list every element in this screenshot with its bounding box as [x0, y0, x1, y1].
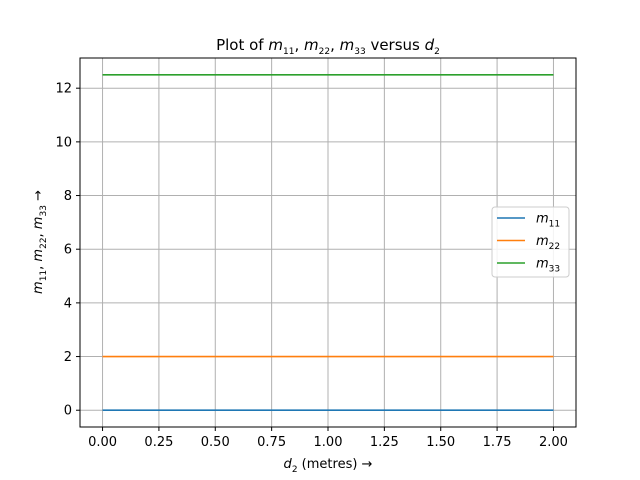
- legend: m11 m22 m33: [491, 206, 570, 278]
- legend-box: [491, 206, 570, 278]
- y-tick-label: 10: [55, 135, 72, 150]
- y-tick-label: 6: [64, 243, 72, 258]
- tick-layer: 0.00 0.25 0.50 0.75 1.00 1.25 1.50 1.75 2.00 0 2 4 6…: [55, 82, 567, 450]
- axes-frame: [79, 57, 577, 428]
- x-tick-label: 1.75: [483, 435, 512, 450]
- y-tick-label: 4: [64, 296, 72, 311]
- x-axis-label: d2 (metres) →: [284, 457, 373, 475]
- legend-label-m11: m11: [536, 212, 560, 230]
- x-tick-label: 1.00: [314, 435, 343, 450]
- y-tick-label: 12: [55, 82, 72, 97]
- y-tick-label: 2: [64, 350, 72, 365]
- x-tick-label: 0.50: [201, 435, 230, 450]
- chart-title: Plot of m11, m22, m33 versus d2: [216, 36, 440, 57]
- y-axis-label: m11, m22, m33 →: [31, 190, 49, 294]
- x-tick-label: 0.25: [144, 435, 173, 450]
- x-tick-label: 1.25: [370, 435, 399, 450]
- y-tick-label: 8: [64, 189, 72, 204]
- legend-label-m22: m22: [536, 234, 560, 252]
- x-tick-label: 0.75: [257, 435, 286, 450]
- series-layer: [102, 73, 554, 412]
- legend-label-m33: m33: [536, 257, 560, 275]
- x-tick-label: 2.00: [539, 435, 568, 450]
- y-tick-label: 0: [64, 404, 72, 419]
- x-tick-label: 1.50: [426, 435, 455, 450]
- x-tick-label: 0.00: [88, 435, 117, 450]
